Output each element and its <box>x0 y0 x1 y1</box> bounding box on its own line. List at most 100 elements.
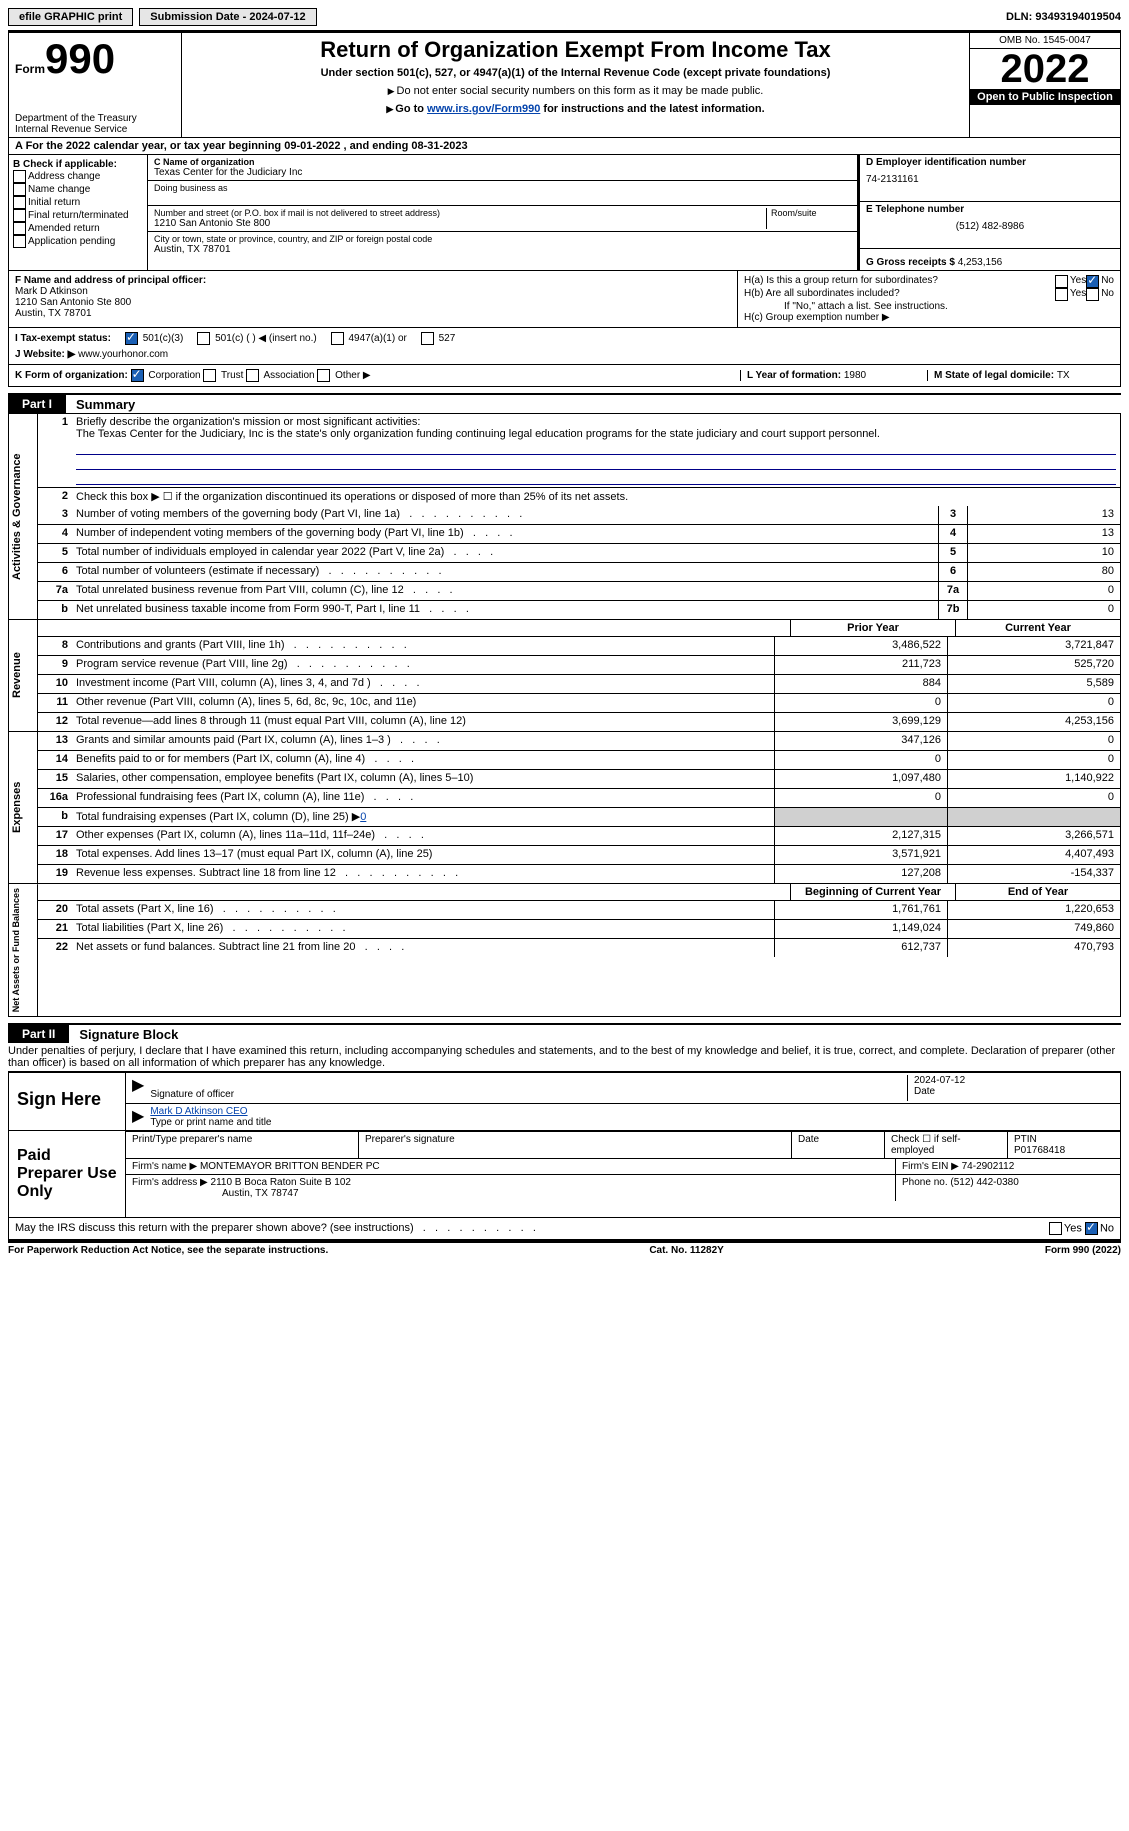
footer-mid: Cat. No. 11282Y <box>328 1245 1045 1256</box>
dba-value <box>154 193 851 203</box>
i-501c3: 501(c)(3) <box>143 333 184 344</box>
p19: 127,208 <box>774 865 947 883</box>
box-b: B Check if applicable: Address change Na… <box>9 155 148 270</box>
no: No <box>1100 1223 1114 1235</box>
e-label: E Telephone number <box>866 204 1114 215</box>
dots <box>288 658 410 670</box>
checkbox-icon[interactable] <box>13 196 26 209</box>
col-end: End of Year <box>955 884 1120 900</box>
firm-phone: (512) 442-0380 <box>950 1177 1018 1188</box>
d-label: D Employer identification number <box>866 157 1114 168</box>
officer-addr2: Austin, TX 78701 <box>15 308 731 319</box>
vlabel-expenses: Expenses <box>9 732 38 883</box>
k-assoc: Association <box>263 370 314 381</box>
c19: -154,337 <box>947 865 1120 883</box>
l1-label: Briefly describe the organization's miss… <box>76 416 420 428</box>
p8: 3,486,522 <box>774 637 947 655</box>
dots <box>365 753 414 765</box>
sig-officer-label: Signature of officer <box>150 1089 234 1100</box>
p12: 3,699,129 <box>774 713 947 731</box>
l3: Number of voting members of the governin… <box>76 508 400 520</box>
c9: 525,720 <box>947 656 1120 674</box>
p16a: 0 <box>774 789 947 807</box>
return-title: Return of Organization Exempt From Incom… <box>186 37 965 63</box>
checkbox-icon[interactable] <box>421 332 434 345</box>
vlabel-netassets: Net Assets or Fund Balances <box>9 884 38 1016</box>
b-label: B Check if applicable: <box>13 159 143 170</box>
l4: Number of independent voting members of … <box>76 527 464 539</box>
v7a: 0 <box>967 582 1120 600</box>
l9: Program service revenue (Part VIII, line… <box>76 658 288 670</box>
arrow-icon: ▶ <box>132 1106 144 1128</box>
checkbox-icon[interactable] <box>1086 288 1099 301</box>
part2-label: Part II <box>8 1025 69 1043</box>
v4: 13 <box>967 525 1120 543</box>
checkbox-icon[interactable] <box>317 369 330 382</box>
checkbox-icon[interactable] <box>331 332 344 345</box>
checkbox-icon[interactable] <box>13 222 26 235</box>
part1-label: Part I <box>8 395 66 413</box>
dln: DLN: 93493194019504 <box>1006 11 1121 23</box>
entity-block: B Check if applicable: Address change Na… <box>8 155 1121 271</box>
p17: 2,127,315 <box>774 827 947 845</box>
l17: Other expenses (Part IX, column (A), lin… <box>76 829 375 841</box>
l18: Total expenses. Add lines 13–17 (must eq… <box>72 846 774 864</box>
checkbox-icon[interactable] <box>13 183 26 196</box>
checkbox-checked-icon[interactable] <box>131 369 144 382</box>
a-end: 08-31-2023 <box>411 140 467 152</box>
dots <box>223 922 345 934</box>
f-label: F Name and address of principal officer: <box>15 275 731 286</box>
dots <box>214 903 336 915</box>
l16a: Professional fundraising fees (Part IX, … <box>76 791 364 803</box>
firm-ein-label: Firm's EIN ▶ <box>902 1161 962 1172</box>
b-final: Final return/terminated <box>28 210 129 221</box>
submission-date: 2024-07-12 <box>249 11 305 23</box>
checkbox-icon[interactable] <box>13 209 26 222</box>
b-addr-change: Address change <box>28 171 100 182</box>
vlabel-activities: Activities & Governance <box>9 414 38 619</box>
l6: Total number of volunteers (estimate if … <box>76 565 319 577</box>
penalties-text: Under penalties of perjury, I declare th… <box>8 1043 1121 1071</box>
dots <box>319 565 441 577</box>
b-initial: Initial return <box>28 197 80 208</box>
p21: 1,149,024 <box>774 920 947 938</box>
checkbox-icon[interactable] <box>13 170 26 183</box>
a-pre: A For the 2022 calendar year, or tax yea… <box>15 140 284 152</box>
hc-label: H(c) Group exemption number ▶ <box>744 312 1114 323</box>
part2-header: Part II Signature Block <box>8 1023 1121 1043</box>
summary-netassets: Net Assets or Fund Balances Beginning of… <box>8 884 1121 1017</box>
c13: 0 <box>947 732 1120 750</box>
i-4947: 4947(a)(1) or <box>348 333 406 344</box>
shade <box>774 808 947 826</box>
vlabel-revenue: Revenue <box>9 620 38 731</box>
l19: Revenue less expenses. Subtract line 18 … <box>76 867 336 879</box>
irs-link[interactable]: www.irs.gov/Form990 <box>427 103 540 115</box>
p11: 0 <box>774 694 947 712</box>
officer-name-title[interactable]: Mark D Atkinson CEO <box>150 1106 247 1117</box>
tax-year: 2022 <box>970 49 1120 89</box>
discuss-row: May the IRS discuss this return with the… <box>8 1218 1121 1240</box>
summary-revenue: Revenue Prior YearCurrent Year 8Contribu… <box>8 620 1121 732</box>
efile-badge: efile GRAPHIC print <box>8 8 133 26</box>
sig-date: 2024-07-12 <box>914 1075 1114 1086</box>
checkbox-icon[interactable] <box>246 369 259 382</box>
l12: Total revenue—add lines 8 through 11 (mu… <box>72 713 774 731</box>
mission-text: The Texas Center for the Judiciary, Inc … <box>76 428 880 440</box>
checkbox-icon[interactable] <box>1055 275 1068 288</box>
checkbox-checked-icon[interactable] <box>1086 275 1099 288</box>
box-deg: D Employer identification number 74-2131… <box>857 155 1120 270</box>
firm-name-label: Firm's name ▶ <box>132 1161 200 1172</box>
checkbox-checked-icon[interactable] <box>1085 1222 1098 1235</box>
ha-label: H(a) Is this a group return for subordin… <box>744 275 1055 288</box>
l16b-val[interactable]: 0 <box>360 811 366 823</box>
checkbox-icon[interactable] <box>203 369 216 382</box>
l8: Contributions and grants (Part VIII, lin… <box>76 639 285 651</box>
checkbox-icon[interactable] <box>1049 1222 1062 1235</box>
l-label: L Year of formation: <box>747 370 844 381</box>
checkbox-icon[interactable] <box>13 235 26 248</box>
date-label: Date <box>914 1086 935 1097</box>
checkbox-icon[interactable] <box>197 332 210 345</box>
checkbox-checked-icon[interactable] <box>125 332 138 345</box>
subtitle-1: Under section 501(c), 527, or 4947(a)(1)… <box>186 67 965 79</box>
checkbox-icon[interactable] <box>1055 288 1068 301</box>
